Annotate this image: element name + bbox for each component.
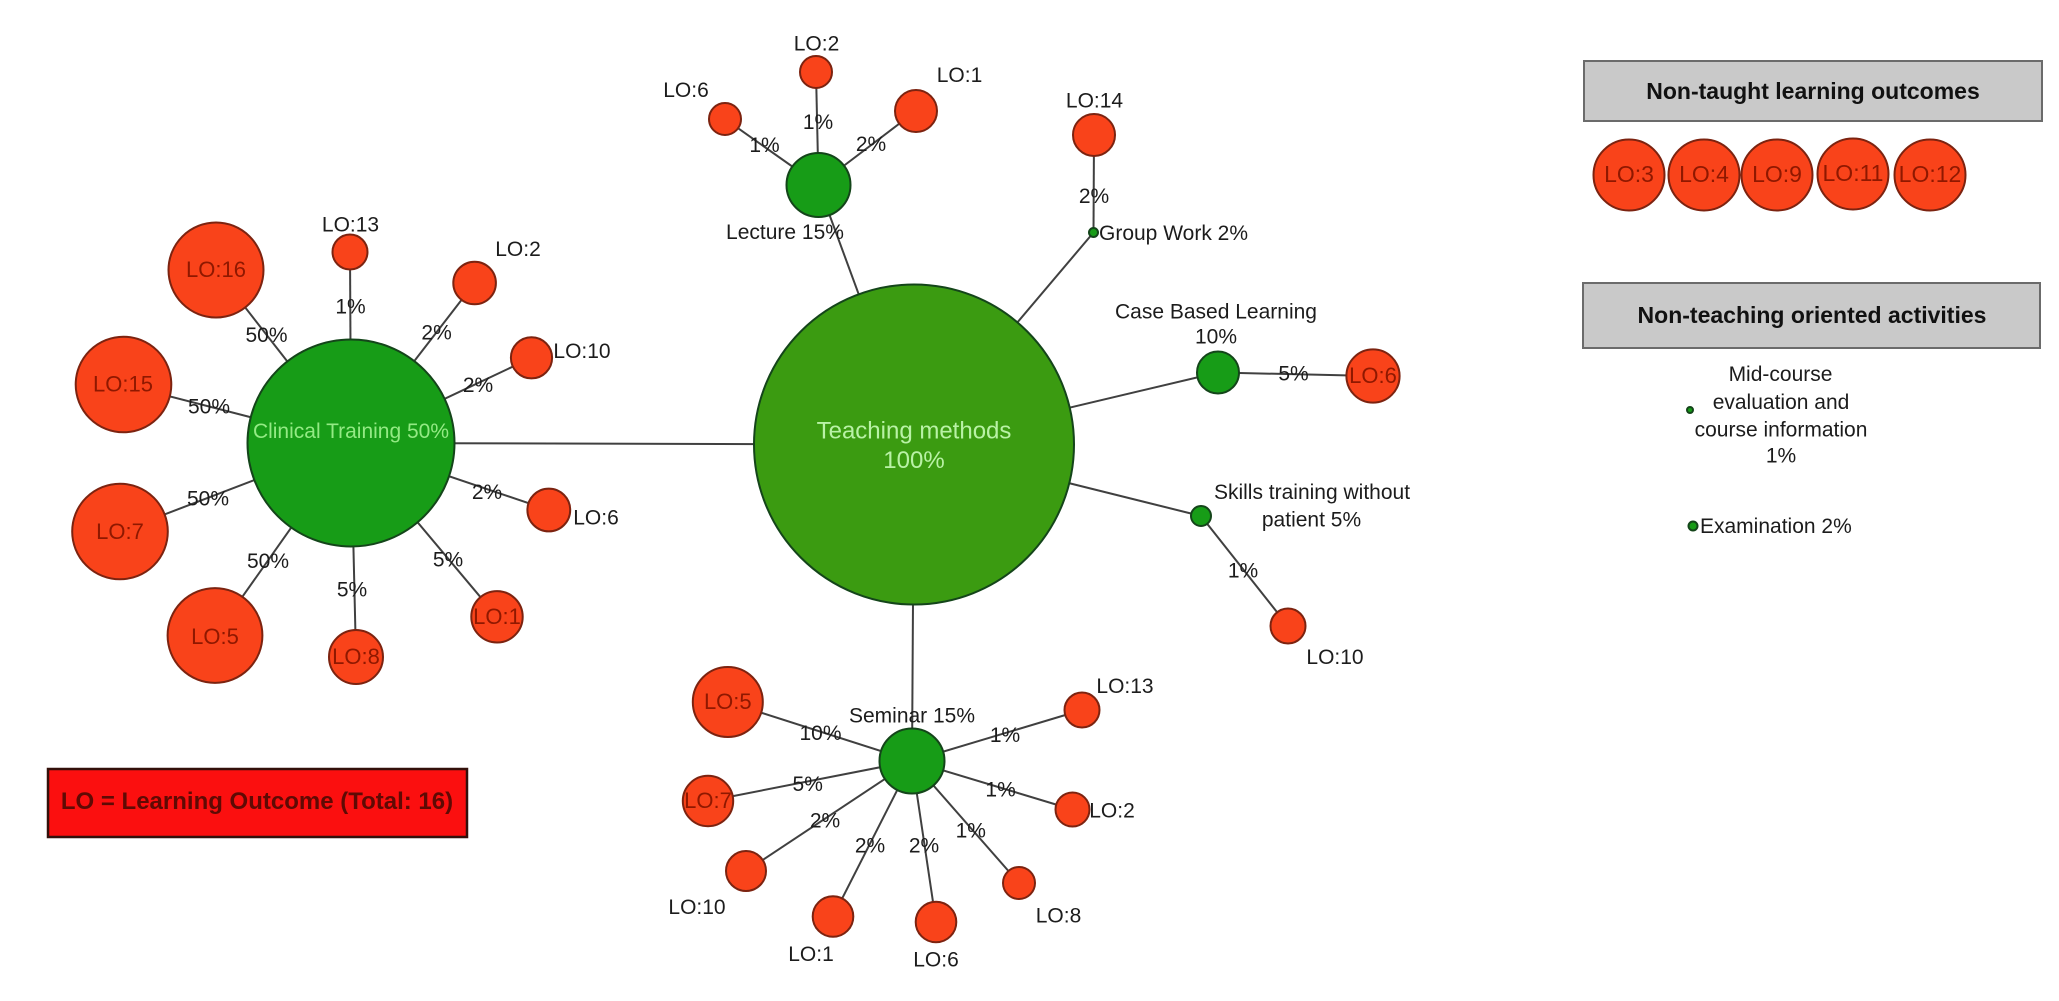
svg-text:Skills training without: Skills training without — [1214, 481, 1410, 504]
svg-text:Case Based Learning: Case Based Learning — [1115, 301, 1317, 324]
svg-text:evaluation and: evaluation and — [1713, 391, 1850, 414]
svg-text:2%: 2% — [856, 133, 886, 156]
svg-text:1%: 1% — [749, 134, 779, 157]
svg-text:LO:15: LO:15 — [93, 372, 153, 397]
svg-text:50%: 50% — [187, 488, 229, 511]
svg-text:LO:10: LO:10 — [553, 340, 610, 363]
svg-text:LO:9: LO:9 — [1752, 161, 1802, 187]
svg-text:Non-teaching oriented activiti: Non-teaching oriented activities — [1638, 302, 1987, 328]
svg-text:LO:6: LO:6 — [573, 507, 619, 530]
svg-text:LO:3: LO:3 — [1604, 161, 1654, 187]
svg-text:10%: 10% — [1195, 326, 1237, 349]
svg-text:LO:8: LO:8 — [1036, 905, 1082, 928]
svg-text:LO:1: LO:1 — [788, 943, 834, 966]
svg-text:LO:10: LO:10 — [668, 896, 725, 919]
svg-text:Clinical Training 50%: Clinical Training 50% — [253, 420, 449, 443]
svg-text:1%: 1% — [1228, 560, 1258, 583]
svg-text:LO:1: LO:1 — [937, 64, 983, 87]
svg-text:LO:6: LO:6 — [1349, 363, 1397, 388]
svg-text:LO:13: LO:13 — [1096, 675, 1153, 698]
svg-text:LO:2: LO:2 — [495, 238, 541, 261]
svg-text:LO:10: LO:10 — [1306, 646, 1363, 669]
svg-text:Non-taught learning outcomes: Non-taught learning outcomes — [1646, 78, 1980, 104]
svg-text:LO:2: LO:2 — [794, 33, 840, 56]
svg-text:LO:5: LO:5 — [191, 624, 239, 649]
svg-text:Teaching methods: Teaching methods — [817, 418, 1012, 445]
svg-text:LO:16: LO:16 — [186, 257, 246, 282]
svg-text:LO:2: LO:2 — [1089, 799, 1135, 822]
svg-text:2%: 2% — [909, 834, 939, 857]
svg-text:2%: 2% — [810, 810, 840, 833]
svg-text:LO:1: LO:1 — [473, 604, 521, 629]
svg-text:LO:5: LO:5 — [704, 689, 752, 714]
svg-text:10%: 10% — [799, 722, 841, 745]
svg-text:LO:7: LO:7 — [684, 788, 732, 813]
svg-text:LO:11: LO:11 — [1823, 160, 1884, 186]
svg-text:2%: 2% — [1079, 185, 1109, 208]
svg-text:1%: 1% — [335, 296, 365, 319]
svg-text:LO:14: LO:14 — [1066, 90, 1124, 113]
svg-text:1%: 1% — [985, 778, 1015, 801]
svg-text:5%: 5% — [337, 579, 367, 602]
svg-text:patient 5%: patient 5% — [1262, 509, 1361, 532]
svg-text:LO:12: LO:12 — [1899, 161, 1962, 187]
svg-text:1%: 1% — [990, 724, 1020, 747]
svg-text:5%: 5% — [433, 549, 463, 572]
svg-text:Seminar 15%: Seminar 15% — [849, 705, 975, 728]
svg-text:2%: 2% — [472, 481, 502, 504]
svg-text:LO:6: LO:6 — [663, 79, 709, 102]
svg-text:LO:8: LO:8 — [332, 644, 380, 669]
svg-text:Lecture 15%: Lecture 15% — [726, 221, 844, 244]
svg-text:50%: 50% — [188, 396, 230, 419]
svg-text:1%: 1% — [1766, 445, 1796, 468]
svg-text:2%: 2% — [463, 374, 493, 397]
svg-text:2%: 2% — [855, 834, 885, 857]
svg-text:50%: 50% — [247, 550, 289, 573]
svg-text:2%: 2% — [421, 322, 451, 345]
svg-text:5%: 5% — [793, 773, 823, 796]
svg-text:100%: 100% — [883, 447, 944, 474]
svg-text:LO = Learning Outcome (Total:: LO = Learning Outcome (Total: 16) — [61, 788, 453, 815]
svg-text:Mid-course: Mid-course — [1729, 363, 1833, 386]
svg-text:1%: 1% — [956, 820, 986, 843]
svg-text:LO:7: LO:7 — [96, 519, 144, 544]
svg-text:Group Work 2%: Group Work 2% — [1099, 222, 1248, 245]
svg-text:50%: 50% — [245, 324, 287, 347]
svg-text:course information: course information — [1695, 419, 1868, 442]
svg-text:Examination 2%: Examination 2% — [1700, 515, 1852, 538]
svg-text:LO:6: LO:6 — [913, 949, 959, 972]
svg-text:LO:4: LO:4 — [1679, 161, 1729, 187]
svg-text:LO:13: LO:13 — [322, 214, 379, 237]
svg-text:1%: 1% — [803, 111, 833, 134]
svg-text:5%: 5% — [1278, 363, 1308, 386]
